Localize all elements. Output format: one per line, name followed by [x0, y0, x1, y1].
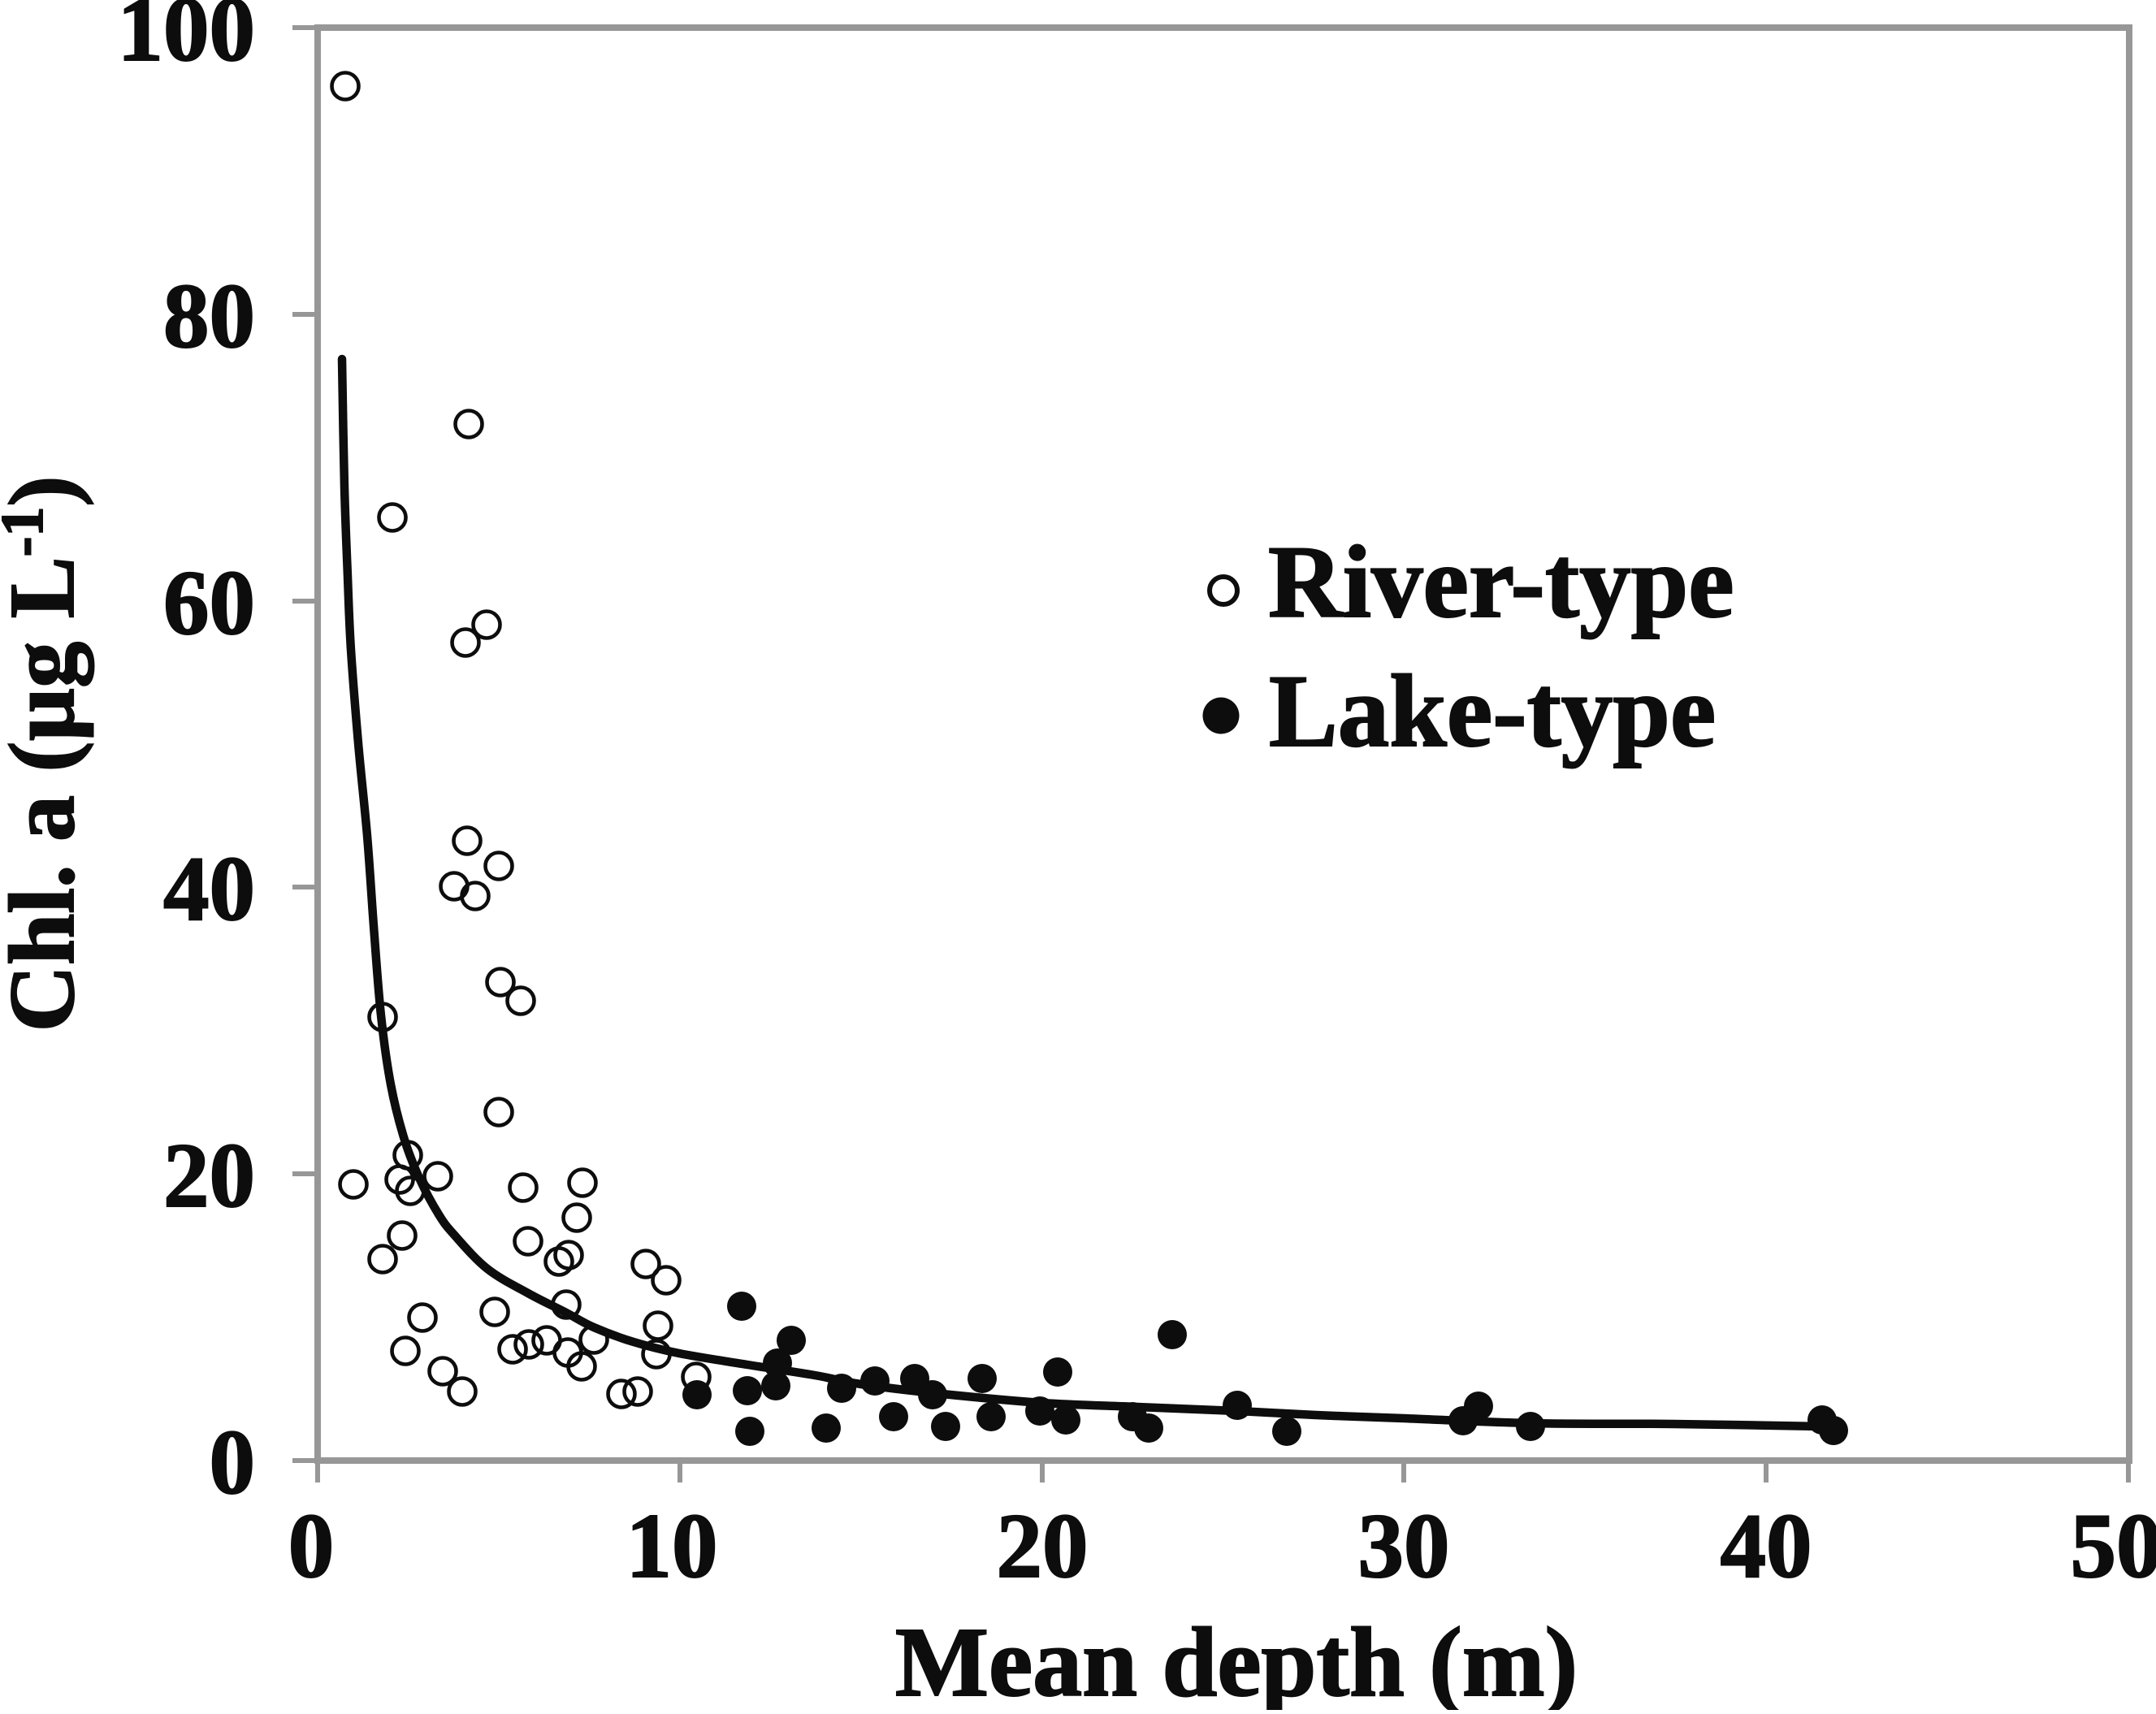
svg-text:40: 40	[1721, 1495, 1812, 1597]
svg-text:20: 20	[163, 1125, 255, 1227]
svg-text:0: 0	[210, 1412, 256, 1513]
svg-text:10: 10	[626, 1495, 718, 1597]
svg-text:60: 60	[163, 552, 255, 654]
svg-text:0: 0	[288, 1495, 335, 1597]
svg-text:Lake-type: Lake-type	[1269, 655, 1716, 768]
svg-text:100: 100	[118, 0, 256, 80]
svg-text:80: 80	[163, 266, 255, 367]
svg-text:Mean depth (m): Mean depth (m)	[895, 1608, 1578, 1710]
svg-text:50: 50	[2071, 1495, 2156, 1597]
svg-text:30: 30	[1358, 1495, 1450, 1597]
svg-text:20: 20	[997, 1495, 1089, 1597]
svg-text:Chl. a (µg L-1): Chl. a (µg L-1)	[0, 476, 93, 1032]
svg-text:40: 40	[163, 838, 255, 940]
svg-text:River-type: River-type	[1268, 526, 1734, 639]
